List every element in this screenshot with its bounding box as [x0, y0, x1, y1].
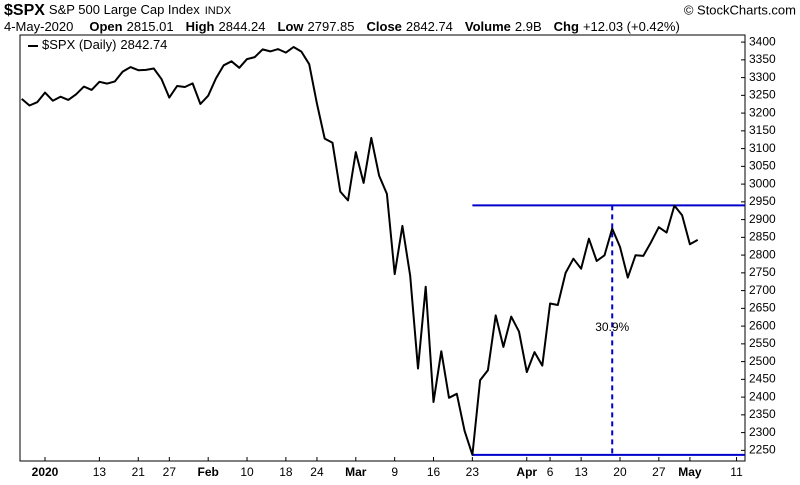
x-tick-label: 6	[547, 465, 554, 479]
stat-label: Open	[89, 19, 122, 34]
index-name: S&P 500 Large Cap Index	[49, 2, 200, 17]
header-title: $SPX S&P 500 Large Cap Index INDX	[4, 2, 232, 19]
y-tick-label: 3200	[749, 105, 776, 119]
y-tick-label: 2650	[749, 301, 776, 315]
legend: $SPX (Daily) 2842.74	[42, 37, 167, 52]
stat-value: 2797.85	[308, 19, 355, 34]
y-tick-label: 2700	[749, 283, 776, 297]
stat-label: Low	[278, 19, 305, 34]
exchange: INDX	[205, 5, 232, 17]
x-tick-label: 23	[466, 465, 480, 479]
y-tick-label: 2900	[749, 212, 776, 226]
x-tick-label: 10	[240, 465, 254, 479]
x-tick-label: Mar	[345, 465, 367, 479]
stat-value: 2842.74	[406, 19, 453, 34]
y-tick-label: 3300	[749, 70, 776, 84]
y-tick-label: 3350	[749, 52, 776, 66]
x-tick-label: 13	[93, 465, 107, 479]
x-tick-label: 24	[310, 465, 324, 479]
y-tick-label: 3050	[749, 159, 776, 173]
copyright: © StockCharts.com	[684, 2, 796, 17]
y-tick-label: 2500	[749, 354, 776, 368]
y-tick-label: 2300	[749, 425, 776, 439]
y-tick-label: 2750	[749, 265, 776, 279]
x-tick-label: Feb	[198, 465, 219, 479]
y-tick-label: 3400	[749, 34, 776, 48]
stat-value: 2815.01	[127, 19, 174, 34]
y-tick-label: 2950	[749, 194, 776, 208]
x-tick-label: 16	[427, 465, 441, 479]
x-tick-label: 21	[132, 465, 146, 479]
annotation: 30.9%	[595, 320, 629, 334]
x-tick-label: 13	[574, 465, 588, 479]
y-tick-label: 2250	[749, 443, 776, 457]
plot-frame	[19, 34, 746, 462]
y-tick-label: 3150	[749, 123, 776, 137]
price-line	[21, 46, 699, 456]
x-tick-label: 27	[163, 465, 177, 479]
stat-value: 2844.24	[219, 19, 266, 34]
x-tick-label: 11	[730, 465, 743, 479]
legend-value: 2842.74	[120, 37, 167, 52]
y-tick-label: 2800	[749, 247, 776, 261]
y-tick-label: 3100	[749, 141, 776, 155]
stat-value: 2.9B	[515, 19, 542, 34]
y-tick-label: 2450	[749, 372, 776, 386]
y-tick-label: 3250	[749, 88, 776, 102]
y-tick-label: 3000	[749, 176, 776, 190]
stat-label: Chg	[554, 19, 579, 34]
x-tick-label: 18	[279, 465, 293, 479]
symbol: $SPX	[4, 2, 45, 19]
x-tick-label: 20	[613, 465, 627, 479]
y-tick-label: 2600	[749, 318, 776, 332]
y-tick-label: 2850	[749, 230, 776, 244]
x-tick-label: 27	[652, 465, 666, 479]
stat-label: Close	[367, 19, 402, 34]
y-tick-label: 2350	[749, 407, 776, 421]
x-tick-label: May	[678, 465, 702, 479]
legend-name: $SPX (Daily)	[42, 37, 116, 52]
stat-label: Volume	[465, 19, 511, 34]
stats-line: 4-May-2020 Open 2815.01 High 2844.24 Low 2797.…	[4, 19, 680, 34]
stat-label: High	[186, 19, 215, 34]
x-tick-label: Apr	[516, 465, 537, 479]
x-tick-label: 9	[391, 465, 398, 479]
y-tick-label: 2400	[749, 389, 776, 403]
x-tick-label: 2020	[32, 465, 59, 479]
y-tick-label: 2550	[749, 336, 776, 350]
stat-value: +12.03 (+0.42%)	[583, 19, 680, 34]
date: 4-May-2020	[4, 19, 73, 34]
